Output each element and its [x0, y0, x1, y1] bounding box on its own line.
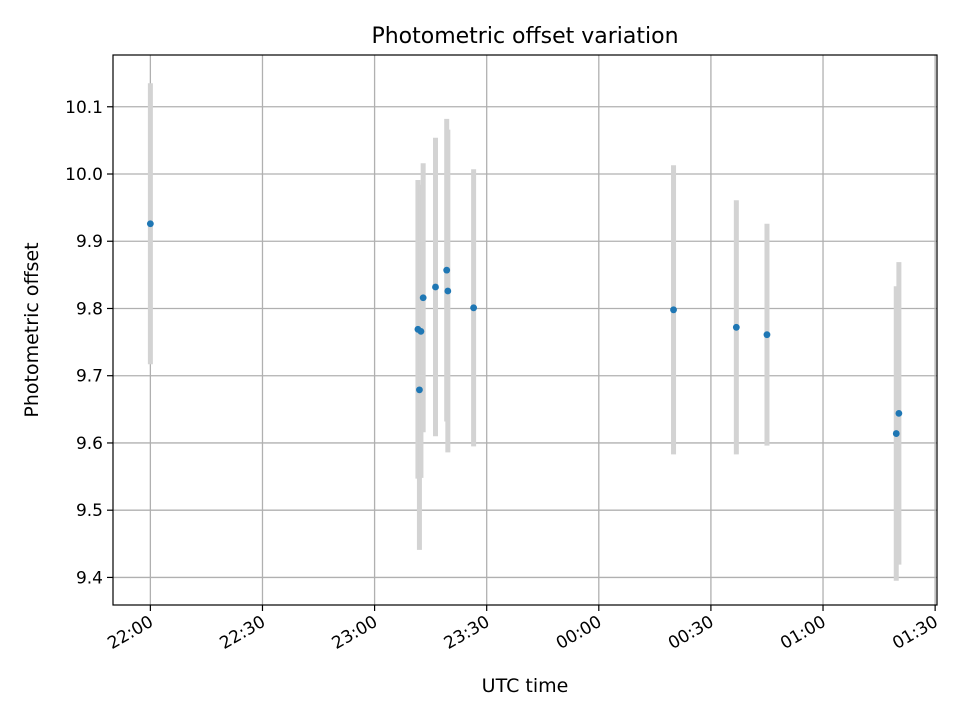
- data-point: [895, 409, 903, 417]
- data-point: [444, 287, 452, 295]
- y-tick-label: 9.9: [76, 232, 103, 252]
- data-points: [146, 220, 903, 437]
- data-point: [763, 331, 771, 339]
- data-point: [892, 430, 900, 437]
- y-tick-label: 9.7: [76, 367, 103, 387]
- y-tick-label: 9.8: [76, 299, 103, 319]
- chart-title: Photometric offset variation: [371, 24, 678, 49]
- y-tick-label: 9.6: [76, 434, 103, 454]
- data-point: [670, 306, 677, 314]
- x-tick-label: 22:30: [217, 612, 269, 654]
- data-point: [417, 327, 425, 335]
- y-tick-label: 10.1: [65, 98, 103, 118]
- x-tick-label: 23:30: [441, 612, 493, 654]
- data-point: [443, 266, 451, 274]
- plot-frame: [112, 54, 938, 606]
- x-axis-label: UTC time: [482, 675, 569, 697]
- x-tick-label: 01:30: [889, 612, 941, 654]
- data-point: [732, 323, 740, 331]
- data-point: [419, 294, 427, 302]
- y-tick-label: 10.0: [65, 165, 103, 185]
- data-point: [416, 386, 423, 394]
- x-axis-ticks: 22:00 22:30 23:00 23:30 00:00 00:30 01:00 01:30: [104, 605, 942, 654]
- data-point: [432, 283, 439, 291]
- y-tick-label: 9.5: [76, 501, 103, 521]
- data-point: [470, 304, 478, 312]
- x-tick-label: 01:00: [777, 612, 829, 654]
- x-tick-label: 23:00: [329, 612, 381, 654]
- y-tick-label: 9.4: [76, 568, 103, 588]
- data-point: [146, 220, 154, 228]
- x-tick-label: 00:30: [665, 612, 717, 654]
- x-tick-label: 22:00: [104, 612, 156, 654]
- grid-lines: [113, 55, 937, 605]
- y-axis-ticks: 9.4 9.5 9.6 9.7 9.8 9.9 10.0 10.1: [65, 98, 113, 588]
- x-tick-label: 00:00: [553, 612, 605, 654]
- y-axis-label: Photometric offset: [21, 242, 43, 417]
